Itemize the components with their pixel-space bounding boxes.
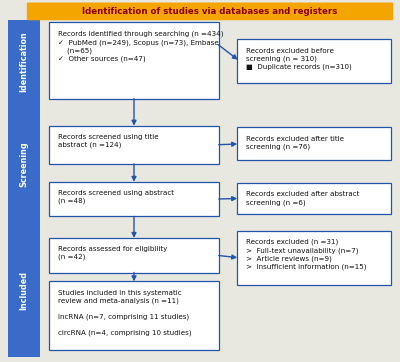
FancyBboxPatch shape <box>49 182 219 216</box>
FancyBboxPatch shape <box>49 281 219 350</box>
FancyBboxPatch shape <box>8 224 40 357</box>
FancyBboxPatch shape <box>27 3 393 20</box>
Text: Records excluded before
screening (n = 310)
■  Duplicate records (n=310): Records excluded before screening (n = 3… <box>246 48 352 70</box>
FancyBboxPatch shape <box>8 20 40 103</box>
Text: Records excluded after title
screening (n =76): Records excluded after title screening (… <box>246 136 344 150</box>
FancyBboxPatch shape <box>237 231 391 285</box>
Text: Records excluded (n =31)
>  Full-text unavailability (n=7)
>  Article reviews (n: Records excluded (n =31) > Full-text una… <box>246 239 366 270</box>
Text: Records identified through searching (n =434)
✓  PubMed (n=249), Scopus (n=73), : Records identified through searching (n … <box>58 31 224 62</box>
FancyBboxPatch shape <box>49 238 219 273</box>
Text: Studies included in this systematic
review and meta-analysis (n =11)

lncRNA (n=: Studies included in this systematic revi… <box>58 290 192 336</box>
FancyBboxPatch shape <box>237 127 391 160</box>
FancyBboxPatch shape <box>8 103 40 224</box>
Text: Included: Included <box>20 271 28 310</box>
Text: Records assessed for eligibility
(n =42): Records assessed for eligibility (n =42) <box>58 246 167 260</box>
FancyBboxPatch shape <box>49 22 219 99</box>
Text: Records excluded after abstract
screening (n =6): Records excluded after abstract screenin… <box>246 191 359 206</box>
Text: Identification: Identification <box>20 31 28 92</box>
Text: Screening: Screening <box>20 141 28 187</box>
FancyBboxPatch shape <box>49 126 219 164</box>
FancyBboxPatch shape <box>237 183 391 214</box>
Text: Identification of studies via databases and registers: Identification of studies via databases … <box>82 7 338 16</box>
Text: Records screened using abstract
(n =48): Records screened using abstract (n =48) <box>58 190 174 204</box>
FancyBboxPatch shape <box>237 39 391 83</box>
Text: Records screened using title
abstract (n =124): Records screened using title abstract (n… <box>58 134 159 148</box>
